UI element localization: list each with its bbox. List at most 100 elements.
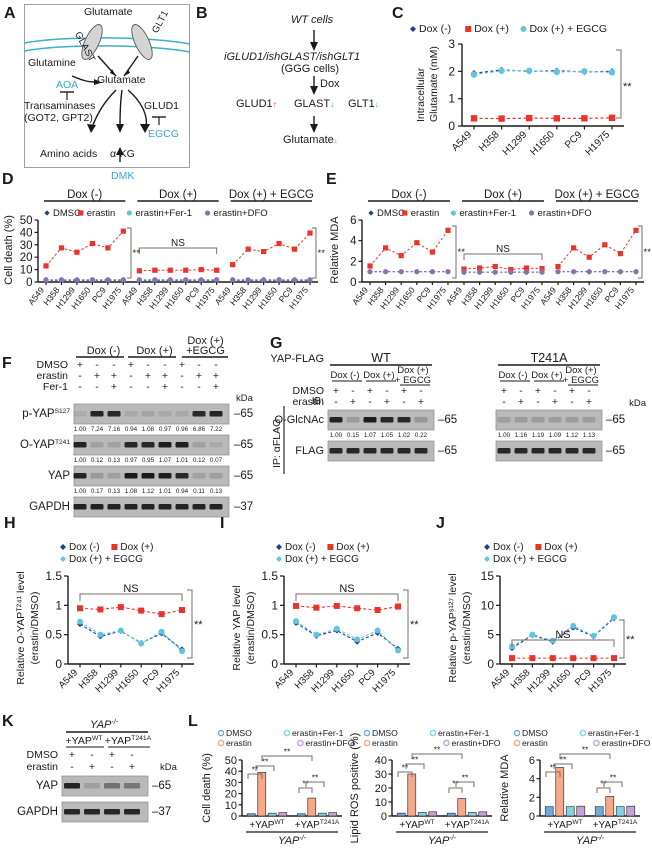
data-point-marker bbox=[539, 269, 545, 275]
panelA-akg-label: α-KG bbox=[110, 148, 135, 160]
y-tick-label: 4 bbox=[350, 236, 357, 248]
group-header-label: Dox (-) bbox=[67, 189, 102, 201]
data-point-marker bbox=[230, 277, 236, 283]
blot-band bbox=[64, 809, 80, 815]
treatment-symbol: - bbox=[78, 381, 82, 393]
x-tick-label: H1650 bbox=[546, 667, 574, 695]
data-point-marker bbox=[43, 277, 49, 283]
blot-band bbox=[209, 504, 223, 510]
significance-marker: ** bbox=[252, 765, 259, 775]
bar bbox=[246, 813, 256, 817]
legend-marker bbox=[443, 739, 450, 747]
blot-target-label: YAP bbox=[48, 470, 70, 482]
data-point-marker bbox=[58, 245, 65, 251]
data-point-marker bbox=[97, 606, 104, 613]
panel-h: H Dox (-) Dox (+) Dox (+) + EGCG 0 0.5 1 1.5 Re… bbox=[2, 516, 218, 712]
treatment-symbol: - bbox=[129, 370, 133, 382]
blot-band bbox=[73, 442, 87, 448]
blot-band bbox=[107, 442, 121, 448]
blot-quantification: 1.00 bbox=[74, 488, 87, 495]
bar bbox=[467, 812, 477, 817]
data-point-marker bbox=[276, 544, 282, 550]
y-tick-label: 6 bbox=[350, 215, 356, 227]
blot-band bbox=[397, 417, 411, 423]
blot-band bbox=[192, 411, 206, 417]
panel-g-label: G bbox=[270, 335, 283, 352]
blot-band bbox=[124, 442, 138, 448]
blot-quantification: 0.11 bbox=[193, 488, 205, 495]
y-axis-title: Relative MDA bbox=[329, 216, 341, 284]
blot-quantification: 1.00 bbox=[330, 432, 343, 439]
blot-band bbox=[209, 473, 223, 479]
treatment-symbol: + bbox=[367, 385, 373, 397]
blot-quantification: 1.01 bbox=[159, 488, 172, 495]
data-point-marker bbox=[611, 655, 617, 662]
data-point-marker bbox=[617, 250, 623, 257]
blot-band bbox=[107, 504, 121, 510]
blot-band bbox=[209, 411, 223, 417]
legend-label: Dox (-) bbox=[285, 542, 316, 553]
data-point-marker bbox=[602, 242, 608, 248]
blot-band bbox=[158, 411, 172, 417]
y-axis-title: Relative MDA bbox=[499, 754, 511, 822]
y-axis-title: Cell death (%) bbox=[201, 753, 213, 823]
bar bbox=[428, 811, 438, 817]
svg-j-chart: Dox (-) Dox (+)Dox (+) + EGCG 0 5 10 15 Relati… bbox=[447, 542, 635, 695]
construct-label: YAP-FLAG bbox=[270, 353, 324, 365]
blot-band bbox=[141, 473, 155, 479]
data-point-marker bbox=[354, 605, 361, 612]
data-point-marker bbox=[78, 210, 84, 216]
treatment-symbol: + bbox=[384, 396, 390, 408]
blot-quantification: 7.16 bbox=[108, 426, 121, 433]
data-point-marker bbox=[549, 655, 556, 662]
blot-quantification: 1.00 bbox=[74, 426, 87, 433]
treatment-symbol: - bbox=[130, 749, 134, 761]
blot-band bbox=[104, 809, 120, 815]
blot-subgroup-label: Dox (+) bbox=[565, 365, 596, 376]
data-point-marker bbox=[138, 607, 145, 614]
data-point-marker bbox=[77, 618, 83, 625]
treatment-symbol: + bbox=[569, 385, 575, 397]
legend-label: Dox (-) bbox=[69, 542, 100, 553]
data-point-marker bbox=[492, 269, 498, 275]
ns-label: NS bbox=[339, 583, 354, 595]
y-tick-label: 1 bbox=[448, 92, 455, 106]
data-point-marker bbox=[529, 655, 536, 662]
data-point-marker bbox=[77, 605, 83, 612]
y-tick-label: 50 bbox=[225, 755, 237, 767]
blot-band bbox=[90, 442, 104, 448]
blot-quantification: 0.94 bbox=[176, 488, 189, 495]
treatment-symbol: + bbox=[94, 370, 100, 382]
legend-label: erastin bbox=[411, 208, 440, 219]
data-point-marker bbox=[327, 544, 334, 550]
significance-marker: ** bbox=[133, 248, 141, 259]
blot-strip bbox=[73, 403, 230, 425]
y-tick-label: 1.5 bbox=[261, 569, 278, 583]
data-point-marker bbox=[520, 26, 527, 32]
blot-treatment-row-label: DMSO bbox=[293, 385, 325, 397]
blot-quantification: 1.12 bbox=[566, 432, 579, 439]
significance-marker: ** bbox=[318, 248, 326, 259]
panelB-target-glt1: GLT1↓ bbox=[348, 98, 379, 110]
significance-marker: ** bbox=[434, 745, 441, 755]
treatment-symbol: - bbox=[519, 385, 523, 397]
blot-band bbox=[192, 504, 206, 510]
group-header-label: Dox (+) bbox=[484, 189, 522, 201]
legend-marker bbox=[283, 729, 291, 737]
genotype-label: YAP-/- bbox=[90, 719, 119, 731]
blot-subgroup-label: Dox (-) bbox=[498, 370, 527, 381]
treatment-symbol: + bbox=[111, 381, 117, 393]
y-axis-title-line1: Intracellular bbox=[415, 67, 427, 122]
data-point-marker bbox=[528, 210, 535, 216]
blot-quantification: 0.22 bbox=[415, 432, 428, 439]
bar bbox=[446, 812, 456, 817]
y-tick-label: 0 bbox=[231, 811, 237, 823]
legend-marker bbox=[513, 739, 521, 747]
blot-subgroup-label: + EGCG bbox=[395, 375, 431, 386]
blot-band bbox=[73, 411, 87, 417]
panelA-aoa-inhibitor: AOA bbox=[56, 79, 79, 91]
molecular-weight-label: –65 bbox=[234, 408, 253, 420]
data-point-marker bbox=[586, 269, 592, 275]
data-point-marker bbox=[523, 269, 529, 275]
y-axis-title-line1: Relative p-YAPˢ¹²⁷ level bbox=[447, 573, 459, 682]
